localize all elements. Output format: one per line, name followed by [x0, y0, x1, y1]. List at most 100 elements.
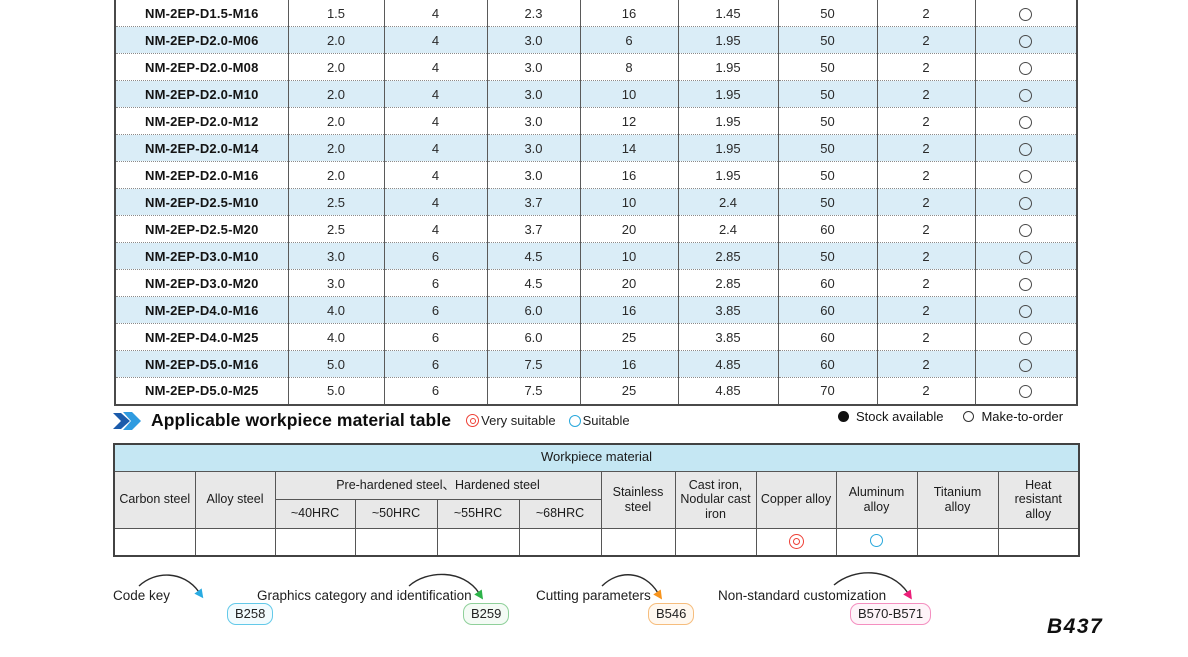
value-cell: 4.5: [486, 242, 580, 270]
spec-row: NM-2EP-D2.5-M20 2.5 4 3.7 20 2.4 60 2: [115, 215, 1077, 243]
value-cell: 50: [777, 53, 877, 81]
make-to-order-icon: [1019, 34, 1033, 48]
value-cell: 2.85: [677, 269, 778, 297]
spec-row: NM-2EP-D2.5-M10 2.5 4 3.7 10 2.4 50 2: [115, 188, 1077, 216]
value-cell: 1.95: [677, 53, 778, 81]
value-cell: 2.5: [287, 188, 384, 216]
value-cell: 4.0: [287, 323, 384, 351]
value-cell: 10: [579, 242, 678, 270]
value-cell: 2: [876, 296, 975, 324]
legend-suitable-label: Suitable: [582, 413, 630, 428]
page-ref-badge: B570-B571: [850, 603, 932, 625]
value-cell: 2.0: [287, 80, 384, 108]
model-cell: NM-2EP-D2.0-M08: [115, 53, 288, 81]
stock-cell: [974, 53, 1077, 81]
value-cell: 2.4: [677, 188, 778, 216]
value-cell: 6.0: [486, 323, 580, 351]
make-to-order-icon: [1019, 250, 1033, 264]
value-cell: 4.5: [486, 269, 580, 297]
value-cell: 60: [777, 323, 877, 351]
value-cell: 6.0: [486, 296, 580, 324]
spec-row: NM-2EP-D5.0-M25 5.0 6 7.5 25 4.85 70 2: [115, 377, 1077, 405]
value-cell: 60: [777, 269, 877, 297]
model-cell: NM-2EP-D4.0-M16: [115, 296, 288, 324]
value-cell: 6: [383, 350, 487, 378]
page-number: B437: [1047, 615, 1104, 638]
make-to-order-icon: [1019, 61, 1033, 75]
rating-cast-iron: [674, 527, 757, 557]
value-cell: 3.0: [486, 161, 580, 189]
value-cell: 20: [579, 215, 678, 243]
value-cell: 1.5: [287, 0, 384, 27]
value-cell: 12: [579, 107, 678, 135]
rating-titanium: [916, 527, 999, 557]
page-ref-badge: B258: [227, 603, 274, 625]
col-68hrc: ~68HRC: [518, 498, 602, 529]
col-group-prehardened: Pre-hardened steel、Hardened steel: [274, 470, 602, 500]
page-ref-badge: B546: [648, 603, 695, 625]
make-to-order-icon: [1019, 277, 1033, 291]
material-table: Workpiece material Carbon steel Alloy st…: [113, 443, 1081, 557]
spec-row: NM-2EP-D2.0-M10 2.0 4 3.0 10 1.95 50 2: [115, 80, 1077, 108]
value-cell: 4: [383, 107, 487, 135]
stock-available-label: Stock available: [856, 409, 944, 424]
model-cell: NM-2EP-D2.0-M06: [115, 26, 288, 54]
value-cell: 3.0: [486, 107, 580, 135]
legend-very-suitable-label: Very suitable: [481, 413, 556, 428]
model-cell: NM-2EP-D2.5-M20: [115, 215, 288, 243]
rating-stainless: [600, 527, 676, 557]
value-cell: 14: [579, 134, 678, 162]
make-to-order-icon: [1019, 304, 1033, 318]
make-to-order-icon: [1019, 331, 1033, 345]
value-cell: 10: [579, 188, 678, 216]
rating-carbon: [113, 527, 196, 557]
curved-arrow-icon: [833, 572, 912, 600]
ref-label: Graphics category and identification: [257, 588, 472, 603]
value-cell: 3.0: [486, 26, 580, 54]
ref-label: Cutting parameters: [536, 588, 651, 603]
value-cell: 10: [579, 80, 678, 108]
stock-cell: [974, 242, 1077, 270]
value-cell: 50: [777, 134, 877, 162]
spec-table: NM-2EP-D1.5-M16 1.5 4 2.3 16 1.45 50 2 NM-2EP-D2…: [114, 0, 1078, 406]
value-cell: 5.0: [287, 377, 384, 405]
stock-cell: [974, 80, 1077, 108]
spec-row: NM-2EP-D1.5-M16 1.5 4 2.3 16 1.45 50 2: [115, 0, 1077, 27]
value-cell: 4.0: [287, 296, 384, 324]
spec-row: NM-2EP-D2.0-M08 2.0 4 3.0 8 1.95 50 2: [115, 53, 1077, 81]
value-cell: 50: [777, 161, 877, 189]
spec-row: NM-2EP-D4.0-M16 4.0 6 6.0 16 3.85 60 2: [115, 296, 1077, 324]
make-to-order-icon: [1019, 358, 1033, 372]
value-cell: 4: [383, 188, 487, 216]
very-suitable-icon: [788, 534, 804, 550]
model-cell: NM-2EP-D3.0-M10: [115, 242, 288, 270]
rating-68hrc: [518, 527, 602, 557]
model-cell: NM-2EP-D2.0-M16: [115, 161, 288, 189]
value-cell: 4: [383, 26, 487, 54]
value-cell: 4.85: [677, 377, 778, 405]
value-cell: 4.85: [677, 350, 778, 378]
value-cell: 50: [777, 80, 877, 108]
value-cell: 2: [876, 107, 975, 135]
spec-row: NM-2EP-D5.0-M16 5.0 6 7.5 16 4.85 60 2: [115, 350, 1077, 378]
value-cell: 2: [876, 161, 975, 189]
curved-arrow-icon: [408, 573, 484, 600]
make-to-order-icon: [1019, 7, 1033, 21]
value-cell: 6: [383, 242, 487, 270]
make-to-order-label: Make-to-order: [981, 409, 1064, 424]
stock-cell: [974, 188, 1077, 216]
spec-row: NM-2EP-D2.0-M06 2.0 4 3.0 6 1.95 50 2: [115, 26, 1077, 54]
value-cell: 2: [876, 134, 975, 162]
value-cell: 4: [383, 53, 487, 81]
value-cell: 25: [579, 323, 678, 351]
material-table-title: Workpiece material: [113, 443, 1080, 472]
make-to-order-icon: [1019, 223, 1033, 237]
model-cell: NM-2EP-D2.0-M10: [115, 80, 288, 108]
model-cell: NM-2EP-D1.5-M16: [144, 5, 259, 21]
value-cell: 3.7: [486, 188, 580, 216]
value-cell: 1.45: [677, 0, 778, 27]
col-50hrc: ~50HRC: [354, 498, 438, 529]
col-40hrc: ~40HRC: [274, 498, 356, 529]
legend-stock-available: Stock available: [838, 409, 943, 424]
model-cell: NM-2EP-D5.0-M25: [115, 377, 288, 405]
